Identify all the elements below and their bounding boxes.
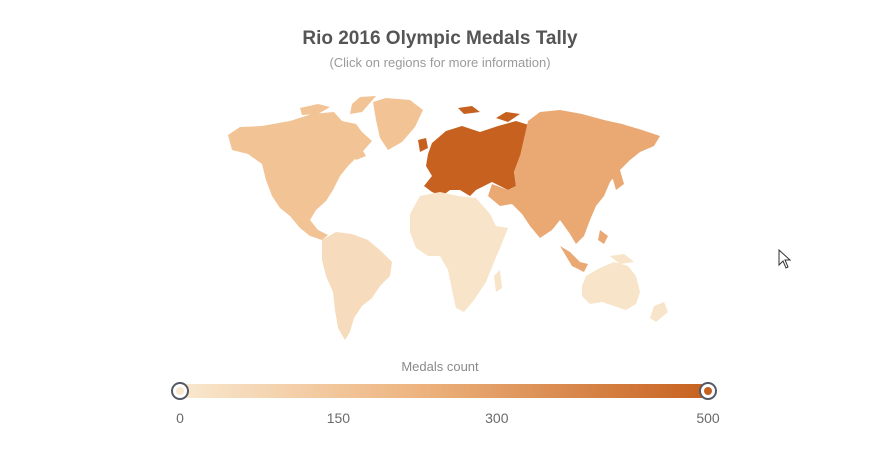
- region-europe[interactable]: [418, 106, 532, 196]
- legend-min-handle-dot: [176, 387, 184, 395]
- legend-color-range: [171, 382, 717, 400]
- legend-title: Medals count: [401, 359, 479, 374]
- legend-tick: 150: [326, 410, 351, 426]
- legend-tick: 0: [176, 410, 184, 426]
- legend-tick: 300: [485, 410, 509, 426]
- region-oceania[interactable]: [582, 254, 668, 322]
- world-map: [228, 96, 668, 340]
- mouse-pointer-icon: [778, 249, 792, 269]
- region-africa[interactable]: [410, 192, 508, 312]
- legend-min-handle[interactable]: [171, 382, 189, 400]
- region-south-america[interactable]: [322, 232, 392, 340]
- legend-tick: 500: [696, 410, 720, 426]
- chart-title: Rio 2016 Olympic Medals Tally: [302, 28, 578, 49]
- legend-max-handle[interactable]: [699, 382, 717, 400]
- legend-gradient: [180, 384, 708, 398]
- chart-subtitle: (Click on regions for more information): [329, 55, 551, 70]
- region-asia[interactable]: [488, 110, 660, 272]
- legend-max-handle-dot: [704, 387, 712, 395]
- region-north-america[interactable]: [228, 96, 423, 240]
